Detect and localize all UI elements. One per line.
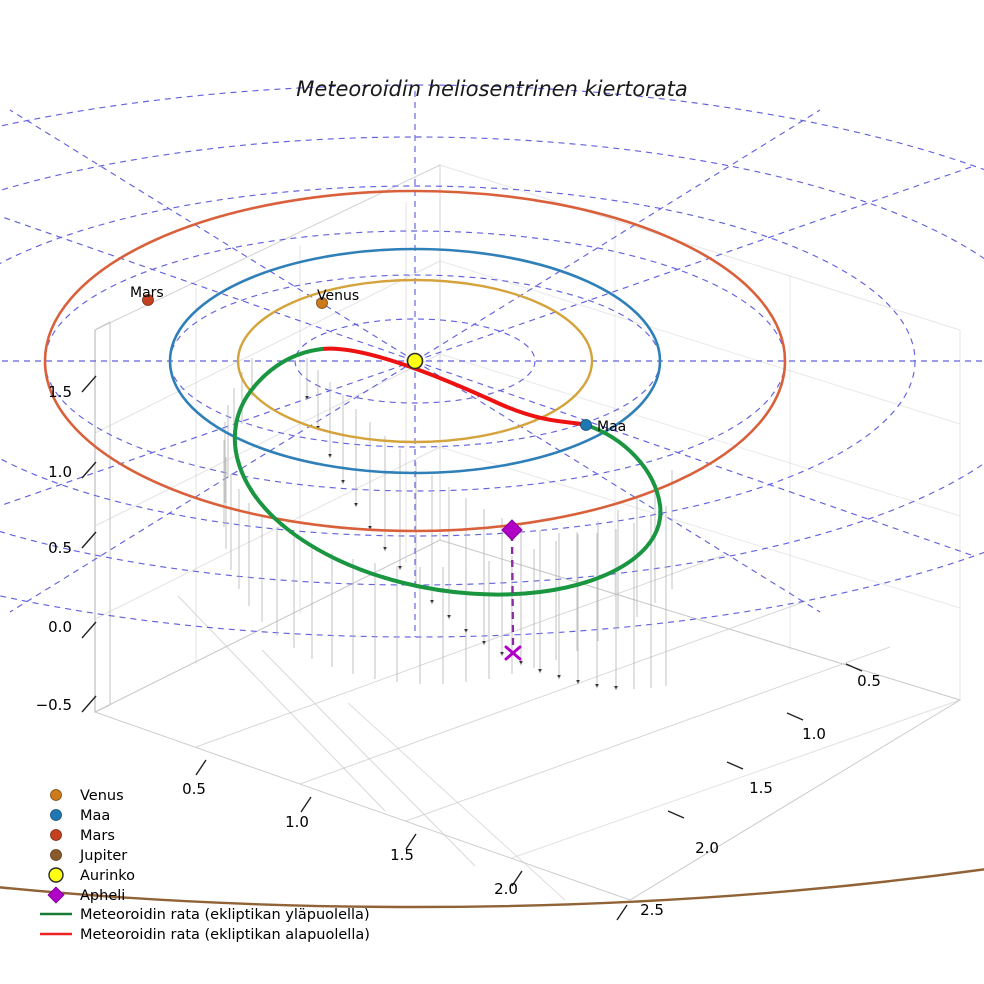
y-tick-1: 0.5: [857, 672, 881, 690]
z-tick-3: 0.5: [48, 539, 72, 557]
x-tick-2: 1.0: [285, 813, 309, 831]
maa-marker: [580, 419, 592, 431]
legend-label-above: Meteoroidin rata (ekliptikan yläpuolella…: [80, 907, 370, 923]
legend: Venus Maa Mars Jupiter Aurinko Apheli Me…: [40, 788, 370, 943]
drop-line-arrowheads: [304, 395, 619, 691]
meteoroid-orbit-above: [232, 347, 663, 597]
venus-label: Venus: [317, 288, 359, 304]
axes-box-grid: [93, 164, 962, 901]
page-title: Meteoroidin heliosentrinen kiertorata: [296, 77, 688, 101]
legend-marker-mars: [50, 829, 62, 841]
meteoroid-orbit-below: [320, 346, 588, 427]
apheli-marker-group: [501, 519, 523, 661]
legend-marker-jupiter: [50, 849, 62, 861]
legend-label-aurinko: Aurinko: [80, 868, 135, 884]
legend-label-venus: Venus: [80, 788, 124, 804]
legend-marker-venus: [50, 789, 62, 801]
polar-reference-grid: [0, 84, 984, 638]
legend-marker-aurinko: [48, 867, 64, 883]
apheli-projection-x-marker: [504, 645, 522, 661]
y-tick-2: 1.0: [802, 725, 826, 743]
z-tick-1: 1.5: [48, 383, 72, 401]
orbit-jupiter: [0, 868, 984, 909]
x-tick-1: 0.5: [182, 780, 206, 798]
legend-label-maa: Maa: [80, 808, 110, 824]
drop-lines: [223, 358, 673, 689]
x-tick-4: 2.0: [494, 880, 518, 898]
mars-marker: [142, 294, 154, 306]
z-axis-ticks: [81, 375, 97, 713]
x-axis-ticks: [195, 759, 628, 921]
aurinko-marker: [406, 352, 424, 370]
orbit-mars: [43, 189, 787, 533]
orbit-venus: [236, 278, 594, 444]
y-tick-4: 2.0: [695, 839, 719, 857]
orbit-maa: [168, 247, 662, 475]
y-axis-ticks: [667, 663, 863, 819]
z-tick-4: 0.0: [48, 618, 72, 636]
y-tick-3: 1.5: [749, 779, 773, 797]
x-tick-5: 2.5: [640, 901, 664, 919]
legend-marker-maa: [50, 809, 62, 821]
mars-label: Mars: [130, 285, 164, 301]
legend-label-mars: Mars: [80, 828, 115, 844]
maa-label: Maa: [597, 419, 626, 435]
legend-label-apheli: Apheli: [80, 888, 125, 904]
venus-marker: [316, 297, 328, 309]
apheli-diamond-marker: [501, 519, 523, 541]
x-tick-3: 1.5: [390, 846, 414, 864]
z-tick-2: 1.0: [48, 463, 72, 481]
planet-markers: [142, 294, 592, 431]
apheli-projection-line: [510, 533, 515, 650]
z-tick-5: −0.5: [36, 696, 72, 714]
legend-label-jupiter: Jupiter: [79, 848, 127, 864]
legend-marker-apheli: [47, 886, 65, 904]
legend-label-below: Meteoroidin rata (ekliptikan alapuolella…: [80, 927, 370, 943]
